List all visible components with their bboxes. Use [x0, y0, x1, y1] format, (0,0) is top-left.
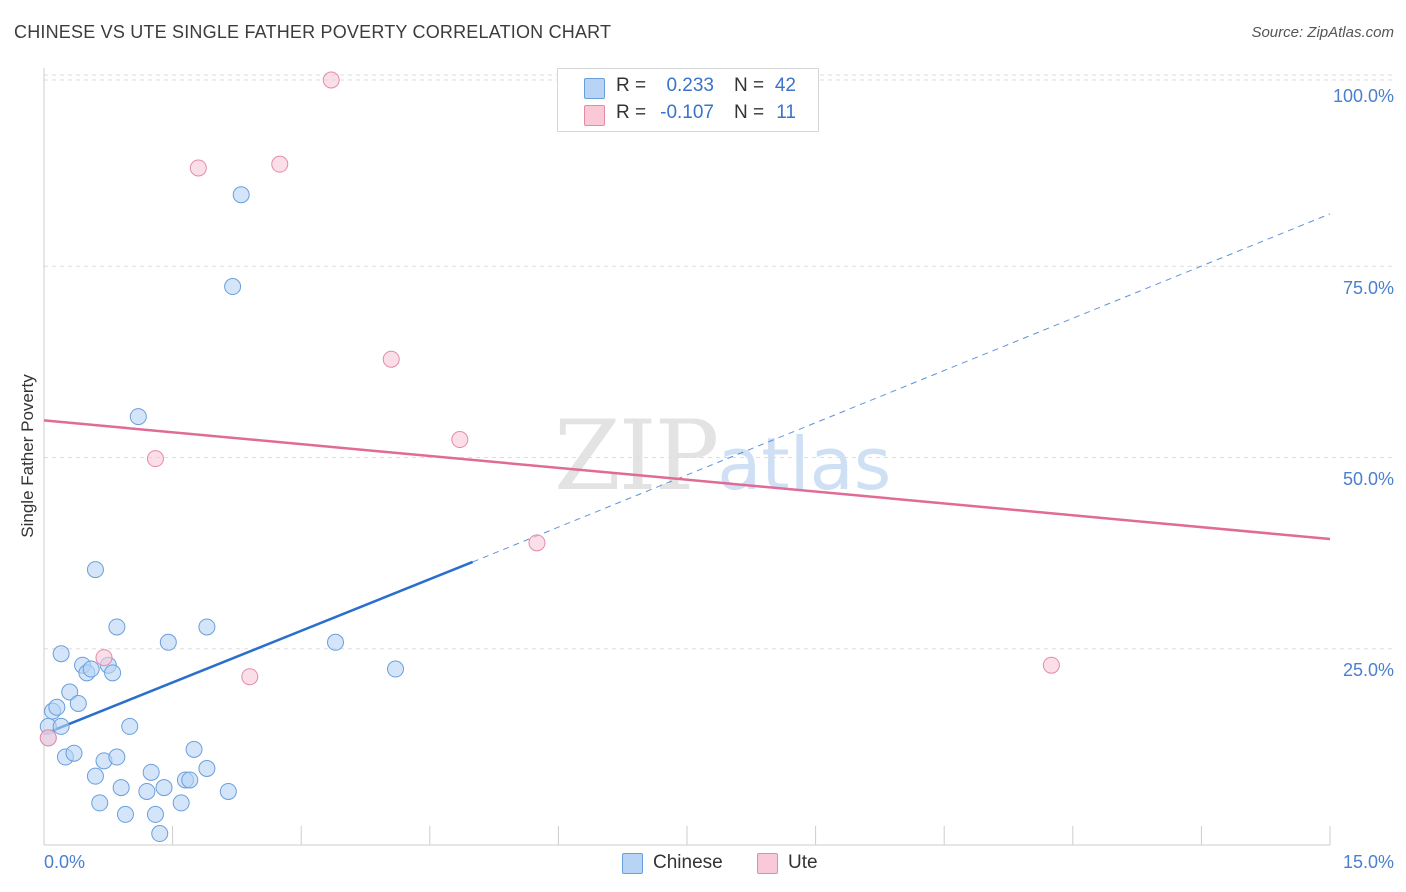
chinese-point	[52, 645, 70, 663]
chinese-point	[112, 779, 130, 797]
r-value: 0.233	[666, 75, 714, 96]
watermark-zip: ZIP	[554, 400, 719, 512]
chinese-point	[155, 779, 173, 797]
legend-label: Ute	[788, 852, 818, 873]
ute-trend-line	[43, 419, 1331, 541]
ute-point	[382, 350, 400, 368]
chinese-point	[65, 744, 83, 762]
chinese-point	[86, 767, 104, 785]
ute-point	[241, 668, 259, 686]
chinese-point	[61, 683, 79, 701]
chinese-point	[185, 740, 203, 758]
chinese-point	[69, 694, 87, 712]
chinese-point	[82, 660, 100, 678]
chinese-point	[108, 618, 126, 636]
chinese-point	[151, 825, 169, 843]
x-tick-label-min: 0.0%	[44, 852, 86, 872]
chinese-point	[104, 664, 122, 682]
y-tick-label: 25.0%	[1342, 660, 1394, 680]
correlation-stats-box: R = 0.233 N = 42 R = -0.107 N = 11	[557, 68, 819, 132]
data-points	[39, 71, 1060, 843]
watermark: ZIPatlas	[554, 400, 891, 512]
ute-point	[451, 431, 469, 449]
ute-swatch-icon	[584, 105, 605, 126]
chinese-point	[159, 633, 177, 651]
chinese-trend-line	[43, 560, 474, 736]
chinese-trend-extension	[472, 213, 1331, 563]
r-value: -0.107	[660, 102, 714, 123]
chinese-point	[121, 717, 139, 735]
chinese-point	[146, 805, 164, 823]
source-label: Source: ZipAtlas.com	[1251, 24, 1394, 41]
n-value: 11	[776, 102, 796, 123]
y-tick-label: 75.0%	[1342, 278, 1394, 298]
trend-lines	[43, 213, 1331, 736]
chinese-point	[172, 794, 190, 812]
ute-point	[95, 649, 113, 667]
chinese-point	[52, 717, 70, 735]
chinese-point	[198, 618, 216, 636]
chinese-point	[129, 408, 147, 426]
chinese-swatch-icon	[584, 78, 605, 99]
chinese-point	[224, 278, 242, 296]
legend-label: Chinese	[653, 852, 723, 873]
chinese-point	[86, 561, 104, 579]
watermark-atlas: atlas	[717, 422, 892, 506]
chinese-point	[387, 660, 405, 678]
y-axis-label: Single Father Poverty	[18, 374, 37, 538]
n-value: 42	[774, 75, 796, 96]
chinese-point	[219, 782, 237, 800]
chinese-point	[116, 805, 134, 823]
chinese-point	[138, 782, 156, 800]
ute-point	[528, 534, 546, 552]
x-tick-label-max: 15.0%	[1342, 852, 1394, 872]
y-tick-label: 100.0%	[1332, 86, 1394, 106]
chinese-point	[142, 763, 160, 781]
ute-legend-swatch-icon	[757, 853, 778, 874]
chart-title: CHINESE VS UTE SINGLE FATHER POVERTY COR…	[14, 22, 612, 42]
ute-point	[271, 155, 289, 173]
chinese-point	[198, 760, 216, 777]
chinese-point	[181, 771, 199, 789]
grid-lines	[44, 74, 1392, 650]
chinese-legend-swatch-icon	[622, 853, 643, 874]
chinese-point	[91, 794, 109, 812]
n-label: N =	[734, 75, 765, 96]
ute-point	[322, 71, 340, 89]
chinese-point	[48, 698, 66, 716]
chinese-point	[232, 186, 250, 204]
y-tick-label: 50.0%	[1342, 469, 1394, 489]
ute-point	[39, 729, 57, 747]
n-label: N =	[734, 102, 765, 123]
r-label: R =	[616, 75, 647, 96]
chinese-point	[326, 633, 344, 651]
axes	[43, 68, 1331, 846]
ute-point	[189, 159, 207, 177]
chinese-point	[108, 748, 126, 766]
r-label: R =	[616, 102, 647, 123]
ute-point	[1042, 656, 1060, 674]
ute-point	[146, 450, 164, 468]
